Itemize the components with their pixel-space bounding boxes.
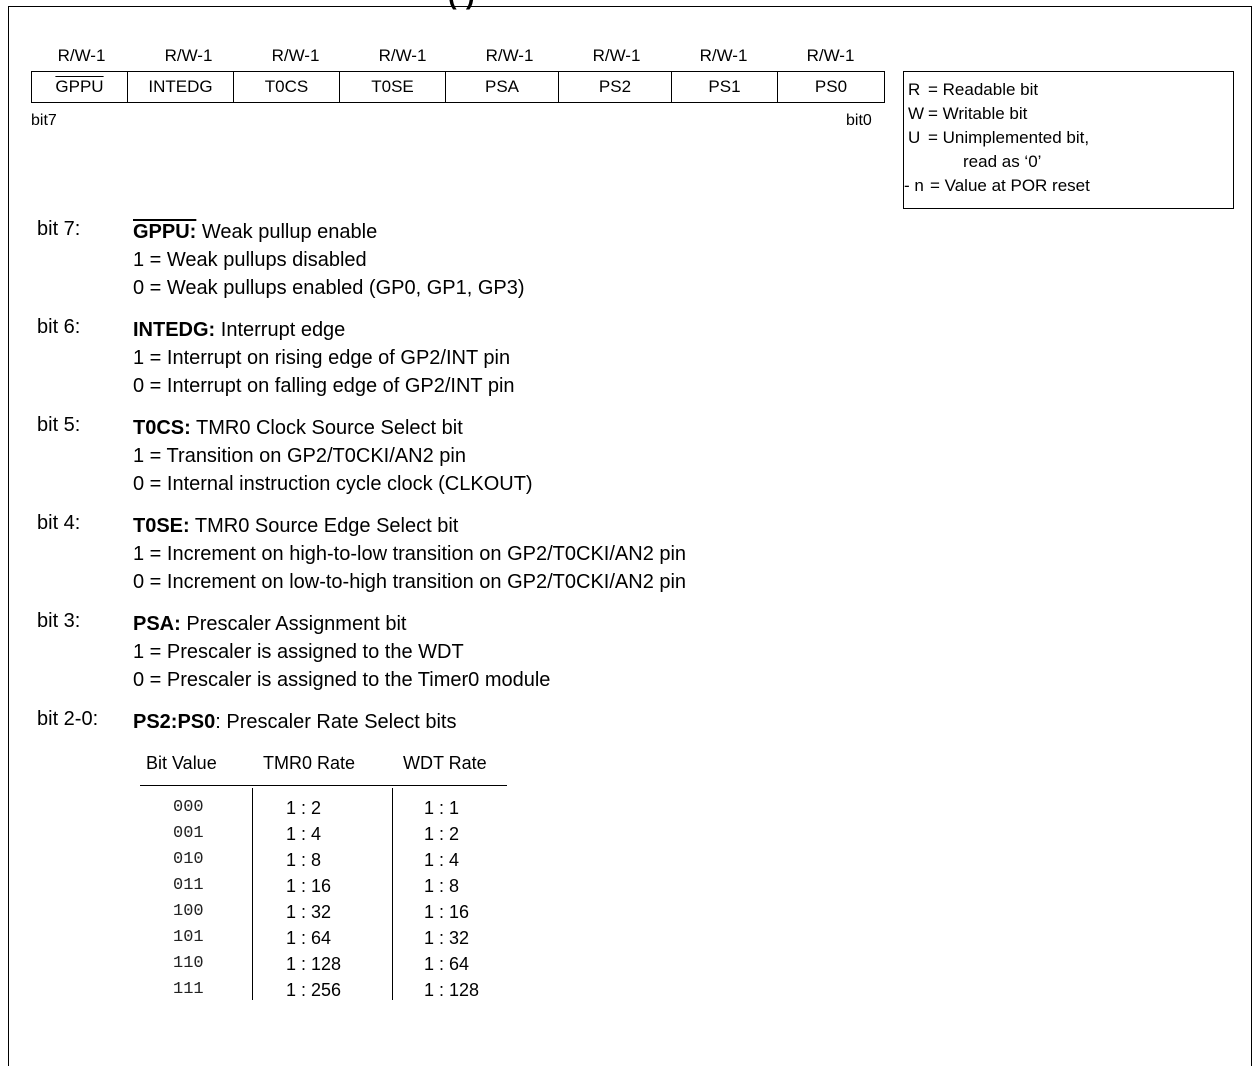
bit-value-1: 1 = Weak pullups disabled bbox=[133, 246, 525, 274]
table-column-bit-value: 000 001 010 011 100 101 110 111 bbox=[173, 795, 204, 1003]
bit-value-0: 0 = Interrupt on falling edge of GP2/INT… bbox=[133, 372, 515, 400]
table-cell: 110 bbox=[173, 951, 204, 977]
table-cell: 1 : 64 bbox=[424, 951, 479, 977]
table-cell: 010 bbox=[173, 847, 204, 873]
access-label: R/W-1 bbox=[28, 46, 135, 66]
bit-title: Interrupt edge bbox=[215, 319, 345, 341]
bit-title: : Prescaler Rate Select bits bbox=[215, 711, 456, 733]
table-cell: 100 bbox=[173, 899, 204, 925]
table-cell: 000 bbox=[173, 795, 204, 821]
legend-key: R bbox=[908, 78, 928, 102]
bit-value-1: 1 = Prescaler is assigned to the WDT bbox=[133, 638, 550, 666]
bit-cell-ps2: PS2 bbox=[559, 72, 672, 102]
bit-value-0: 0 = Internal instruction cycle clock (CL… bbox=[133, 470, 533, 498]
legend-value: = Unimplemented bit, bbox=[928, 126, 1233, 150]
table-cell: 1 : 16 bbox=[286, 873, 341, 899]
bit-label: bit 6: bbox=[37, 316, 80, 339]
bit-name: PSA: bbox=[133, 613, 181, 635]
table-cell: 1 : 4 bbox=[424, 847, 479, 873]
legend-value: = Readable bit bbox=[928, 78, 1233, 102]
table-header-bit-value: Bit Value bbox=[146, 753, 217, 774]
bit-name: T0SE: bbox=[133, 515, 190, 537]
bit-name: T0CS: bbox=[133, 417, 191, 439]
bit-name: INTEDG: bbox=[133, 319, 215, 341]
bit-value-1: 1 = Transition on GP2/T0CKI/AN2 pin bbox=[133, 442, 533, 470]
legend-key: - n bbox=[904, 174, 930, 198]
table-cell: 101 bbox=[173, 925, 204, 951]
table-cell: 111 bbox=[173, 977, 204, 1003]
table-cell: 1 : 64 bbox=[286, 925, 341, 951]
table-cell: 1 : 4 bbox=[286, 821, 341, 847]
table-cell: 1 : 256 bbox=[286, 977, 341, 1003]
bit-value-0: 0 = Prescaler is assigned to the Timer0 … bbox=[133, 666, 550, 694]
table-cell: 1 : 16 bbox=[424, 899, 479, 925]
table-cell: 001 bbox=[173, 821, 204, 847]
table-header-rule bbox=[140, 785, 507, 786]
bit-label: bit 3: bbox=[37, 610, 80, 633]
bit-value-0: 0 = Weak pullups enabled (GP0, GP1, GP3) bbox=[133, 274, 525, 302]
page-title-fragment: ( ) bbox=[448, 0, 476, 11]
table-cell: 011 bbox=[173, 873, 204, 899]
bit-label: bit 4: bbox=[37, 512, 80, 535]
table-cell: 1 : 8 bbox=[286, 847, 341, 873]
table-cell: 1 : 32 bbox=[424, 925, 479, 951]
table-cell: 1 : 128 bbox=[286, 951, 341, 977]
bit-cell-ps0: PS0 bbox=[778, 72, 884, 102]
table-header-tmr0-rate: TMR0 Rate bbox=[263, 753, 355, 774]
register-bit-row: GPPU INTEDG T0CS T0SE PSA PS2 PS1 PS0 bbox=[31, 71, 885, 103]
legend-value: = Writable bit bbox=[928, 102, 1233, 126]
access-row: R/W-1 R/W-1 R/W-1 R/W-1 R/W-1 R/W-1 R/W-… bbox=[28, 46, 888, 66]
bit-title: TMR0 Source Edge Select bit bbox=[190, 515, 459, 537]
table-cell: 1 : 8 bbox=[424, 873, 479, 899]
legend-key: U bbox=[908, 126, 928, 150]
legend-key: W bbox=[908, 102, 928, 126]
table-column-divider bbox=[252, 788, 253, 1000]
legend-value: = Value at POR reset bbox=[930, 174, 1233, 198]
bit-value-1: 1 = Interrupt on rising edge of GP2/INT … bbox=[133, 344, 515, 372]
bit-title: Weak pullup enable bbox=[196, 221, 377, 243]
access-label: R/W-1 bbox=[135, 46, 242, 66]
bit-cell-ps1: PS1 bbox=[672, 72, 778, 102]
bit-title: Prescaler Assignment bit bbox=[181, 613, 407, 635]
bit-cell-intedg: INTEDG bbox=[128, 72, 234, 102]
access-label: R/W-1 bbox=[670, 46, 777, 66]
access-label: R/W-1 bbox=[777, 46, 884, 66]
bit-cell-t0se: T0SE bbox=[340, 72, 446, 102]
lsb-label: bit0 bbox=[846, 112, 872, 130]
access-label: R/W-1 bbox=[456, 46, 563, 66]
bit-cell-psa: PSA bbox=[446, 72, 559, 102]
legend-value-cont: read as ‘0’ bbox=[908, 150, 1233, 174]
table-column-tmr0-rate: 1 : 2 1 : 4 1 : 8 1 : 16 1 : 32 1 : 64 1… bbox=[286, 795, 341, 1003]
bit-cell-gppu: GPPU bbox=[32, 72, 128, 102]
access-label: R/W-1 bbox=[563, 46, 670, 66]
table-cell: 1 : 2 bbox=[424, 821, 479, 847]
table-column-wdt-rate: 1 : 1 1 : 2 1 : 4 1 : 8 1 : 16 1 : 32 1 … bbox=[424, 795, 479, 1003]
bit-cell-t0cs: T0CS bbox=[234, 72, 340, 102]
table-cell: 1 : 2 bbox=[286, 795, 341, 821]
bit-name: GPPU: bbox=[133, 221, 196, 243]
bit-title: TMR0 Clock Source Select bit bbox=[191, 417, 463, 439]
msb-label: bit7 bbox=[31, 112, 57, 130]
bit-label: bit 2-0: bbox=[37, 708, 98, 731]
table-cell: 1 : 128 bbox=[424, 977, 479, 1003]
bit-label: bit 5: bbox=[37, 414, 80, 437]
bit-value-0: 0 = Increment on low-to-high transition … bbox=[133, 568, 686, 596]
access-label: R/W-1 bbox=[349, 46, 456, 66]
table-header-wdt-rate: WDT Rate bbox=[403, 753, 487, 774]
table-cell: 1 : 32 bbox=[286, 899, 341, 925]
bit-name: PS2:PS0 bbox=[133, 711, 215, 733]
bit-label: bit 7: bbox=[37, 218, 80, 241]
table-cell: 1 : 1 bbox=[424, 795, 479, 821]
bit-value-1: 1 = Increment on high-to-low transition … bbox=[133, 540, 686, 568]
legend-box: R = Readable bit W = Writable bit U = Unimp… bbox=[903, 71, 1234, 209]
access-label: R/W-1 bbox=[242, 46, 349, 66]
table-column-divider bbox=[392, 788, 393, 1000]
